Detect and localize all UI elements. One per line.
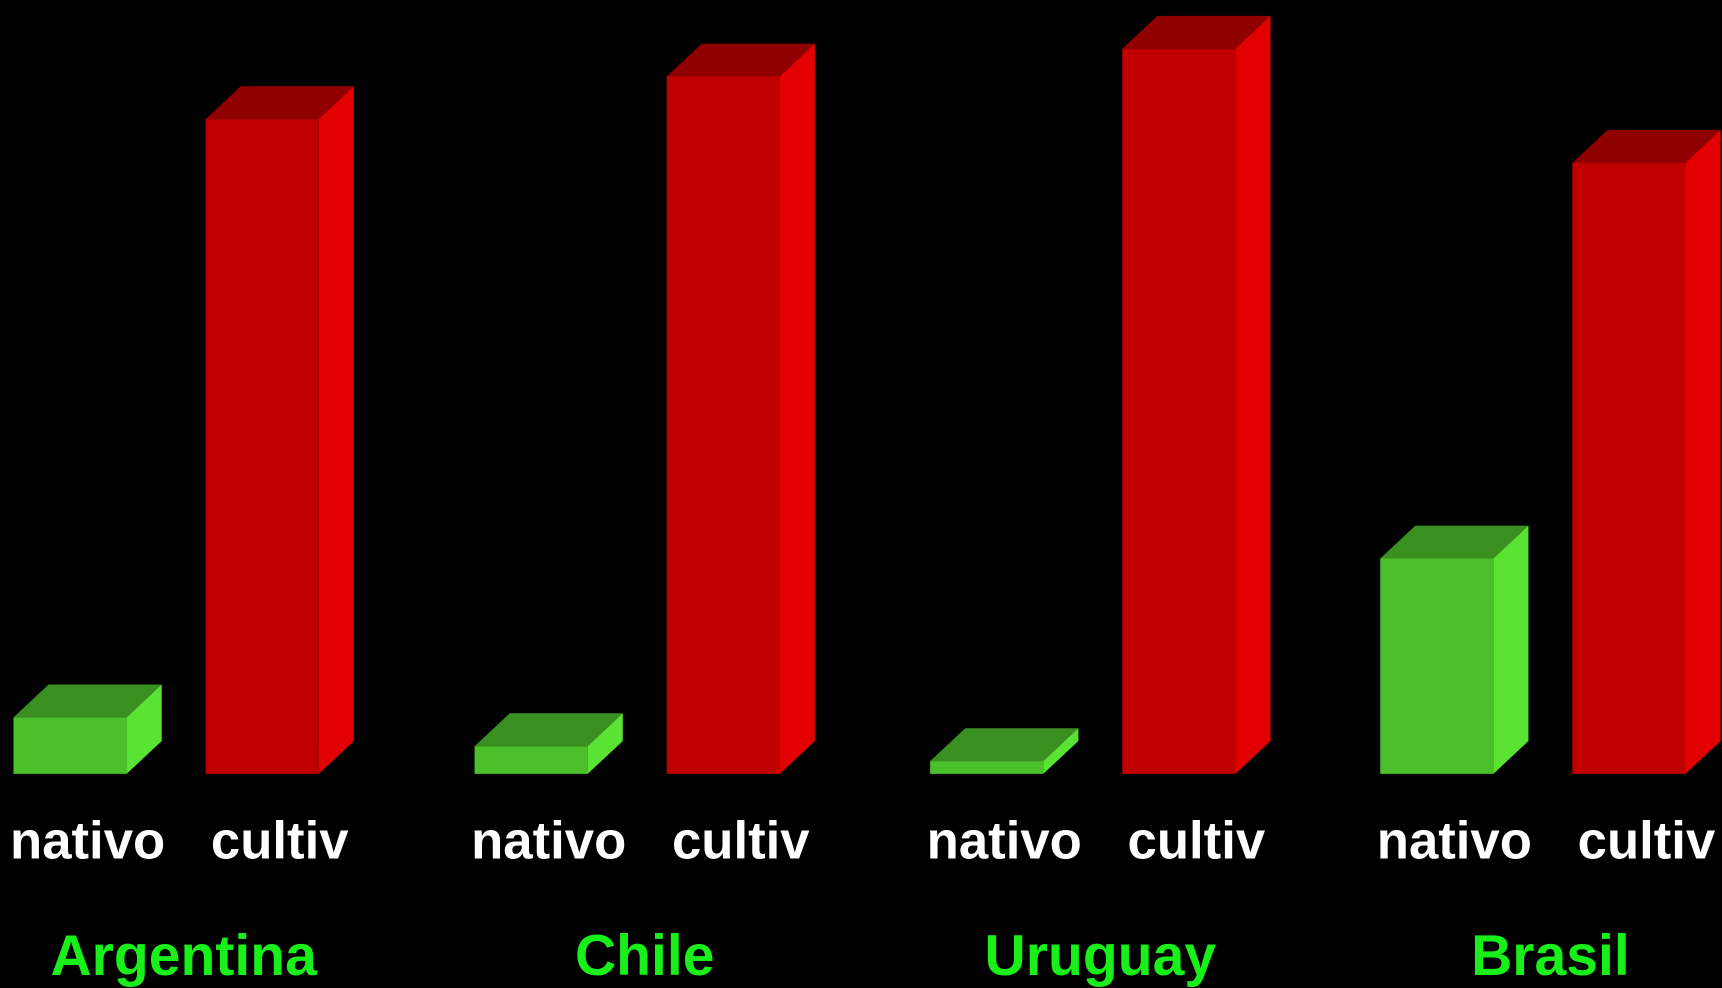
- bar-top: [474, 713, 623, 747]
- series-label: cultiv: [1578, 811, 1716, 870]
- series-label: cultiv: [211, 811, 349, 870]
- bar-top: [930, 728, 1079, 762]
- series-label: cultiv: [1128, 811, 1266, 870]
- bar-top: [1572, 129, 1721, 163]
- bar-front: [205, 119, 319, 774]
- bar-top: [666, 43, 815, 77]
- category-label: Chile: [575, 924, 715, 988]
- bar-top: [205, 86, 354, 120]
- bar-side: [1235, 15, 1271, 774]
- category-label: Argentina: [50, 924, 318, 988]
- bar-front: [1572, 162, 1686, 774]
- bar-front: [474, 746, 588, 774]
- bar-side: [779, 43, 815, 774]
- bar-side: [318, 86, 354, 774]
- bar: [930, 728, 1079, 774]
- bar-side: [587, 713, 623, 774]
- bar: [13, 684, 162, 774]
- series-label: nativo: [927, 811, 1082, 870]
- bar-front: [930, 761, 1044, 774]
- bar: [666, 43, 815, 774]
- bar-top: [1380, 525, 1529, 559]
- series-label: cultiv: [672, 811, 810, 870]
- series-label: nativo: [1377, 811, 1532, 870]
- bar-front: [13, 717, 127, 774]
- bar-side: [1493, 525, 1529, 774]
- bar-side: [1043, 728, 1079, 774]
- bar-top: [13, 684, 162, 718]
- category-label: Uruguay: [985, 924, 1217, 988]
- category-label: Brasil: [1471, 924, 1630, 988]
- bar: [474, 713, 623, 774]
- series-label: nativo: [10, 811, 165, 870]
- bar-top: [1122, 15, 1271, 49]
- bar-front: [1380, 558, 1494, 774]
- bar-side: [126, 684, 162, 774]
- bar-front: [1122, 48, 1236, 774]
- bar: [205, 86, 354, 774]
- series-label: nativo: [471, 811, 626, 870]
- bar: [1122, 15, 1271, 774]
- bar-front: [666, 76, 780, 774]
- bar: [1572, 129, 1721, 774]
- bar-side: [1685, 129, 1721, 774]
- bar: [1380, 525, 1529, 774]
